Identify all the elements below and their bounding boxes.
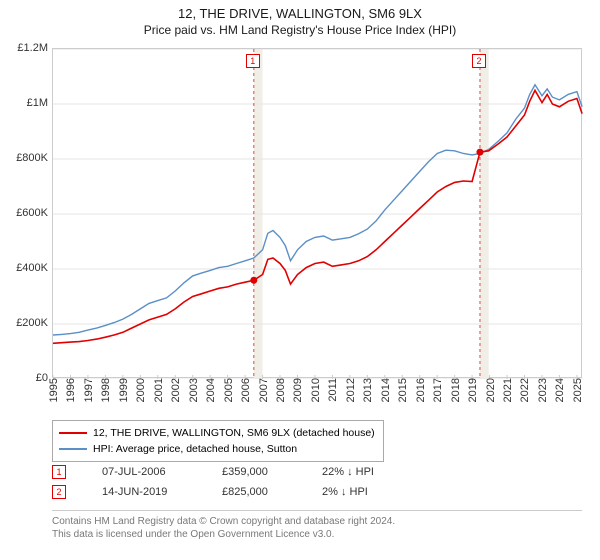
x-tick-label: 2005 [223,378,235,412]
x-tick-label: 2019 [467,378,479,412]
footer-line-2: This data is licensed under the Open Gov… [52,528,582,541]
x-tick-label: 2016 [415,378,427,412]
transaction-row: 1 07-JUL-2006 £359,000 22% ↓ HPI [52,462,582,482]
x-tick-label: 2020 [485,378,497,412]
x-tick-label: 2018 [450,378,462,412]
footer-line-1: Contains HM Land Registry data © Crown c… [52,515,582,528]
legend-label: HPI: Average price, detached house, Sutt… [93,443,297,455]
x-tick-label: 2013 [362,378,374,412]
x-tick-label: 2017 [432,378,444,412]
chart-marker-badge: 2 [472,54,486,68]
transaction-marker-cell: 1 [52,465,102,479]
chart-title: 12, THE DRIVE, WALLINGTON, SM6 9LX [0,0,600,21]
x-tick-label: 2024 [554,378,566,412]
x-tick-label: 2012 [345,378,357,412]
chart-marker-badge: 1 [246,54,260,68]
legend-swatch [59,448,87,450]
x-tick-label: 2015 [397,378,409,412]
transactions-table: 1 07-JUL-2006 £359,000 22% ↓ HPI 2 14-JU… [52,462,582,502]
x-tick-label: 2021 [502,378,514,412]
x-tick-label: 2000 [135,378,147,412]
transaction-diff: 22% ↓ HPI [322,466,422,478]
chart-plot-area [52,48,582,378]
x-tick-label: 2001 [153,378,165,412]
transaction-marker-cell: 2 [52,485,102,499]
transaction-date: 14-JUN-2019 [102,486,222,498]
y-tick-label: £800K [2,153,48,164]
x-tick-label: 1996 [65,378,77,412]
x-tick-label: 2022 [519,378,531,412]
legend-label: 12, THE DRIVE, WALLINGTON, SM6 9LX (deta… [93,427,375,439]
legend-swatch [59,432,87,434]
x-tick-label: 2008 [275,378,287,412]
footer-attribution: Contains HM Land Registry data © Crown c… [52,510,582,541]
y-tick-label: £1.2M [2,43,48,54]
x-tick-label: 2010 [310,378,322,412]
x-tick-label: 2014 [380,378,392,412]
legend-row: HPI: Average price, detached house, Sutt… [59,441,377,457]
x-tick-label: 2003 [188,378,200,412]
transaction-row: 2 14-JUN-2019 £825,000 2% ↓ HPI [52,482,582,502]
transaction-date: 07-JUL-2006 [102,466,222,478]
chart-subtitle: Price paid vs. HM Land Registry's House … [0,21,600,43]
y-tick-label: £0 [2,373,48,384]
x-tick-label: 1995 [48,378,60,412]
y-tick-label: £200K [2,318,48,329]
x-tick-label: 1998 [100,378,112,412]
x-tick-label: 2004 [205,378,217,412]
transaction-marker-badge: 1 [52,465,66,479]
transaction-diff: 2% ↓ HPI [322,486,422,498]
x-tick-label: 2011 [327,378,339,412]
y-tick-label: £400K [2,263,48,274]
x-tick-label: 2002 [170,378,182,412]
transaction-marker-badge: 2 [52,485,66,499]
transaction-amount: £359,000 [222,466,322,478]
x-tick-label: 1999 [118,378,130,412]
y-tick-label: £600K [2,208,48,219]
x-tick-label: 2025 [572,378,584,412]
legend: 12, THE DRIVE, WALLINGTON, SM6 9LX (deta… [52,420,384,462]
legend-row: 12, THE DRIVE, WALLINGTON, SM6 9LX (deta… [59,425,377,441]
x-tick-label: 1997 [83,378,95,412]
x-tick-label: 2009 [292,378,304,412]
x-tick-label: 2006 [240,378,252,412]
x-tick-label: 2023 [537,378,549,412]
x-tick-label: 2007 [258,378,270,412]
chart-svg [53,49,583,379]
y-tick-label: £1M [2,98,48,109]
transaction-amount: £825,000 [222,486,322,498]
